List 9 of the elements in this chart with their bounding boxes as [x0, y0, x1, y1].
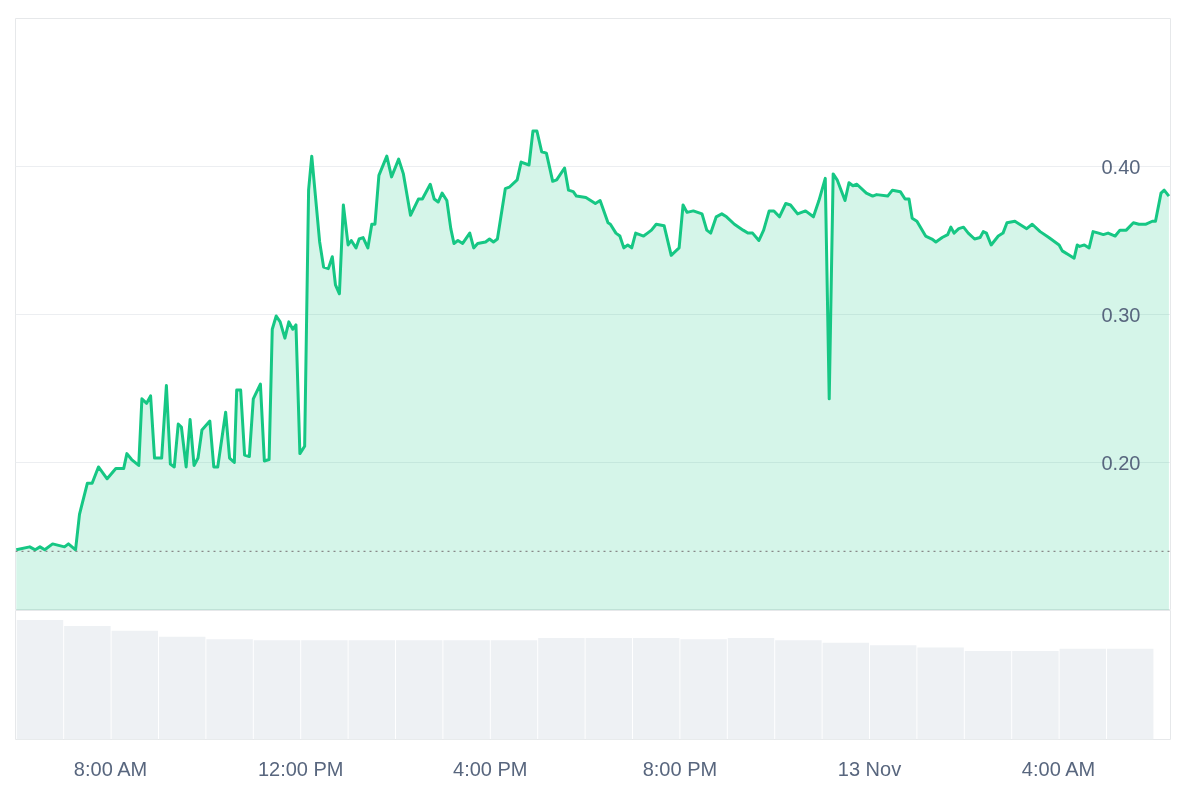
x-tick-label: 13 Nov	[837, 757, 902, 780]
x-tick-label: 4:00 PM	[453, 757, 528, 780]
x-tick-label: 8:00 PM	[642, 757, 718, 780]
x-tick-label: 4:00 AM	[1021, 757, 1096, 780]
y-tick-label: 0.20	[1101, 451, 1141, 474]
y-tick-label: 0.30	[1101, 303, 1141, 326]
x-tick-label: 12:00 PM	[257, 757, 344, 780]
y-tick-label: 0.40	[1101, 155, 1141, 178]
x-tick-label: 8:00 AM	[73, 757, 148, 780]
